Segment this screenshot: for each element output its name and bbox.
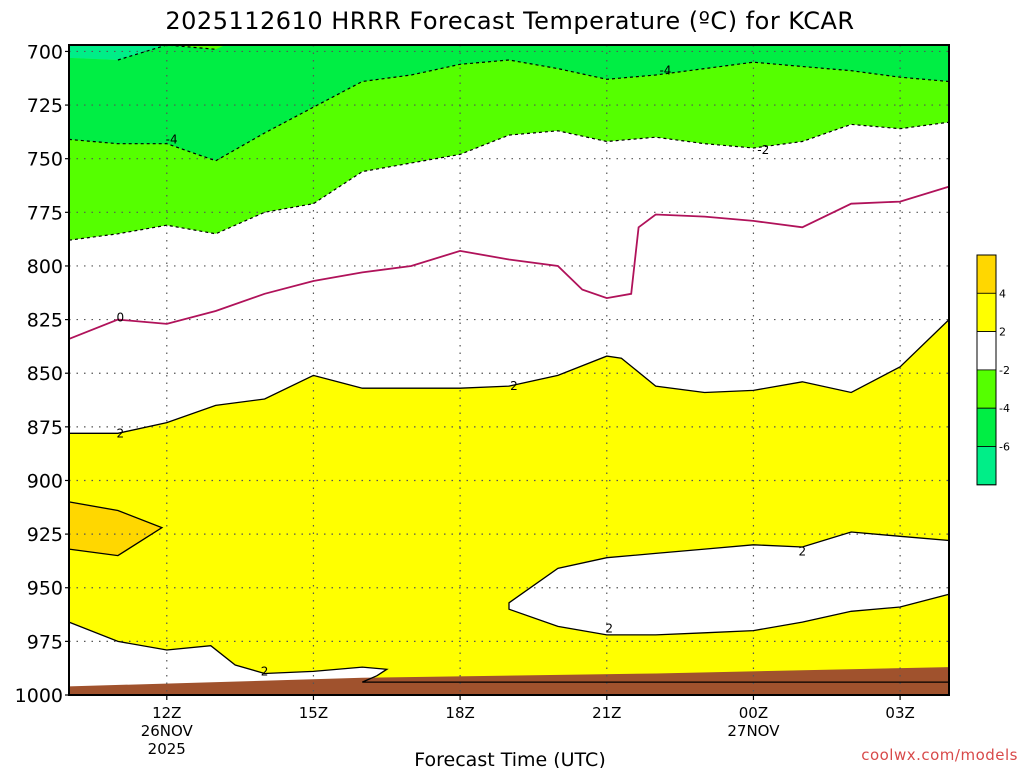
svg-text:0: 0	[117, 310, 125, 324]
svg-text:2: 2	[117, 426, 125, 440]
svg-text:-2: -2	[757, 143, 769, 157]
y-tick: 1000	[15, 685, 69, 707]
y-tick-label: 925	[27, 524, 63, 546]
contour-4	[68, 501, 164, 557]
svg-text:2: 2	[261, 664, 269, 678]
colorbar-legend: 4 2 -2 -4 -6	[976, 254, 1010, 486]
colorbar-bin	[976, 369, 997, 409]
chart-title: 2025112610 HRRR Forecast Temperature (ºC…	[165, 7, 854, 35]
contour-lines	[68, 44, 950, 683]
contour-label: 2	[510, 379, 518, 393]
y-tick-label: 750	[27, 149, 63, 171]
y-tick-label: 725	[27, 95, 63, 117]
y-tick-label: 1000	[15, 685, 63, 707]
x-tick-date: 26NOV	[141, 722, 194, 740]
plot-area	[69, 45, 949, 695]
y-tick: 850	[27, 363, 69, 385]
x-tick: 18Z	[445, 695, 475, 722]
contour-label: 2	[605, 621, 613, 635]
contour-zero	[68, 185, 950, 340]
x-tick-label: 15Z	[299, 704, 328, 722]
plot-frame	[68, 44, 950, 696]
y-tick: 750	[27, 149, 69, 171]
region-below-minus6	[69, 45, 167, 60]
y-tick: 725	[27, 95, 69, 117]
y-tick: 700	[27, 41, 69, 63]
x-tick-label: 18Z	[445, 704, 474, 722]
y-tick: 800	[27, 256, 69, 278]
colorbar-tick-label: 4	[999, 287, 1006, 300]
x-tick-label: 21Z	[592, 704, 621, 722]
svg-text:2: 2	[510, 379, 518, 393]
contour-label: -4	[166, 132, 178, 146]
y-tick-label: 950	[27, 578, 63, 600]
svg-text:-4: -4	[659, 64, 671, 78]
y-tick-label: 700	[27, 41, 63, 63]
colorbar-bin	[976, 254, 997, 294]
colorbar-bin	[976, 331, 997, 371]
x-tick: 21Z	[592, 695, 621, 722]
contour-label: 2	[261, 664, 269, 678]
x-tick: 03Z	[885, 695, 915, 722]
svg-text:2: 2	[605, 621, 613, 635]
contour-2-upper	[69, 319, 950, 434]
x-tick-year: 2025	[148, 740, 186, 758]
x-tick-label: 03Z	[885, 704, 914, 722]
region-lower-white	[509, 532, 949, 635]
y-tick: 825	[27, 310, 69, 332]
y-tick: 775	[27, 202, 69, 224]
y-tick: 900	[27, 470, 69, 492]
colorbar-bin	[976, 292, 997, 332]
credit-text: coolwx.com/models	[861, 746, 1018, 764]
colorbar-bin	[976, 407, 997, 447]
colorbar-tick-label: -4	[999, 402, 1010, 415]
y-tick: 950	[27, 578, 69, 600]
colorbar-frame	[976, 254, 997, 486]
contour-minus2	[68, 121, 950, 241]
x-tick-label: 00Z	[739, 704, 768, 722]
colorbar-tick-label: -6	[999, 441, 1010, 454]
ground-surface	[69, 667, 949, 695]
y-tick-label: 800	[27, 256, 63, 278]
contour-2-bottom	[68, 621, 949, 683]
y-tick-label: 850	[27, 363, 63, 385]
y-tick-label: 900	[27, 470, 63, 492]
svg-text:-4: -4	[166, 132, 178, 146]
contour-label: 2	[117, 426, 125, 440]
y-tick-label: 875	[27, 417, 63, 439]
region-bottom-white	[69, 622, 949, 695]
colorbar-bin	[976, 446, 997, 486]
contour-label: 0	[117, 310, 125, 324]
y-tick-label: 975	[27, 631, 63, 653]
y-tick-label: 775	[27, 202, 63, 224]
y-tick: 925	[27, 524, 69, 546]
x-tick-date: 27NOV	[727, 722, 780, 740]
x-tick: 15Z	[299, 695, 328, 722]
contour-label: 2	[799, 544, 807, 558]
colorbar-tick-label: 2	[999, 326, 1006, 339]
y-tick: 875	[27, 417, 69, 439]
y-axis: 700 725 750 775 800 825 850 875 900 925 950 975 1000	[15, 41, 69, 707]
y-tick-label: 825	[27, 310, 63, 332]
y-tick: 975	[27, 631, 69, 653]
x-axis-label: Forecast Time (UTC)	[414, 749, 605, 768]
region-minus6-to-minus4	[69, 45, 949, 161]
contour-label: -2	[757, 143, 769, 157]
x-tick-label: 12Z	[152, 704, 181, 722]
contour-labels: -4 -4 -2 0 2 2 2 2 2	[117, 64, 807, 679]
colorbar-tick-label: -2	[999, 364, 1010, 377]
svg-text:2: 2	[799, 544, 807, 558]
contour-label: -4	[659, 64, 671, 78]
